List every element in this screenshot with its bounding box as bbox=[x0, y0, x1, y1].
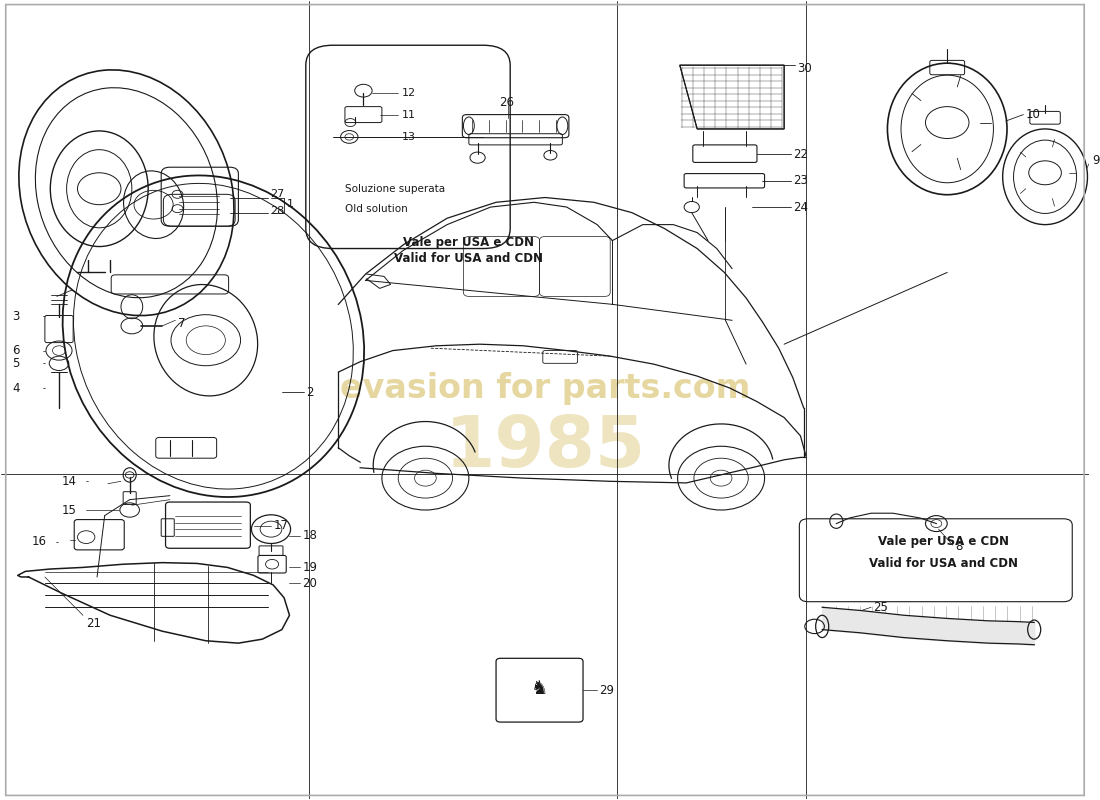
Text: 9: 9 bbox=[1092, 154, 1099, 167]
Text: Valid for USA and CDN: Valid for USA and CDN bbox=[395, 251, 543, 265]
Text: 2: 2 bbox=[306, 386, 313, 398]
Text: 29: 29 bbox=[600, 684, 614, 697]
Text: 20: 20 bbox=[302, 577, 318, 590]
Text: 17: 17 bbox=[273, 519, 288, 533]
Text: 4: 4 bbox=[12, 382, 20, 394]
Text: 12: 12 bbox=[402, 88, 416, 98]
Text: ♞: ♞ bbox=[531, 679, 548, 698]
Text: Vale per USA e CDN: Vale per USA e CDN bbox=[404, 236, 535, 249]
Text: 7: 7 bbox=[177, 317, 185, 330]
Text: evasion for parts.com: evasion for parts.com bbox=[340, 371, 750, 405]
Text: 8: 8 bbox=[955, 540, 962, 553]
Text: Old solution: Old solution bbox=[345, 204, 408, 214]
Text: 3: 3 bbox=[12, 310, 20, 322]
Text: 1: 1 bbox=[287, 199, 295, 209]
Text: 30: 30 bbox=[798, 62, 812, 75]
Text: 11: 11 bbox=[402, 110, 416, 119]
Text: 28: 28 bbox=[270, 206, 284, 216]
Text: 18: 18 bbox=[302, 529, 318, 542]
Text: 27: 27 bbox=[270, 190, 284, 199]
Text: 6: 6 bbox=[12, 344, 20, 357]
Text: 13: 13 bbox=[402, 132, 416, 142]
Text: Valid for USA and CDN: Valid for USA and CDN bbox=[869, 557, 1019, 570]
Text: 23: 23 bbox=[793, 174, 807, 187]
Text: 25: 25 bbox=[873, 601, 888, 614]
Text: 21: 21 bbox=[86, 617, 101, 630]
Text: 16: 16 bbox=[32, 535, 47, 549]
Text: 15: 15 bbox=[62, 503, 76, 517]
Text: 1985: 1985 bbox=[444, 414, 646, 482]
Text: 14: 14 bbox=[62, 475, 76, 488]
Text: 24: 24 bbox=[793, 201, 807, 214]
Text: 19: 19 bbox=[302, 561, 318, 574]
Text: 26: 26 bbox=[499, 96, 515, 109]
Text: 22: 22 bbox=[793, 148, 807, 161]
Text: Vale per USA e CDN: Vale per USA e CDN bbox=[879, 534, 1010, 548]
Text: Soluzione superata: Soluzione superata bbox=[345, 184, 446, 194]
Text: 10: 10 bbox=[1025, 108, 1041, 121]
Text: 5: 5 bbox=[12, 357, 20, 370]
